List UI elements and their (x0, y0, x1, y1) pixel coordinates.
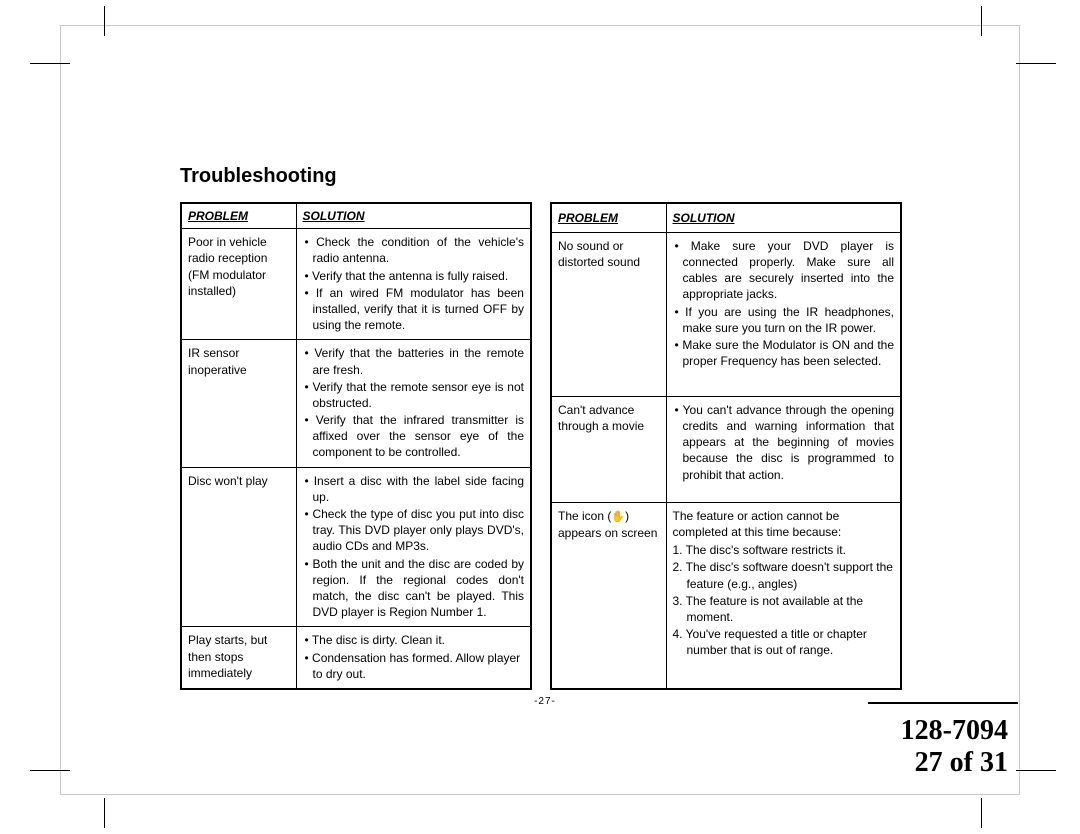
table-row: Poor in vehicle radio reception (FM modu… (181, 229, 531, 340)
footer-rule (868, 702, 1018, 704)
solution-item: Verify that the batteries in the remote … (303, 345, 525, 377)
problem-cell: Disc won't play (181, 467, 296, 627)
troubleshooting-table-left: PROBLEM SOLUTION Poor in vehicle radio r… (180, 202, 532, 690)
solution-item: 2. The disc's software doesn't support t… (673, 559, 895, 591)
solution-item: Make sure your DVD player is connected p… (673, 238, 895, 303)
hand-icon: ✋ (611, 511, 625, 523)
crop-mark (1016, 63, 1056, 64)
solution-item: If an wired FM modulator has been instal… (303, 285, 525, 334)
crop-mark (104, 798, 105, 828)
page-title: Troubleshooting (180, 165, 910, 188)
table-row: No sound or distorted sound Make sure yo… (551, 232, 901, 396)
solution-cell: The disc is dirty. Clean it. Condensatio… (296, 627, 531, 689)
table-row: The icon (✋) appears on screen The featu… (551, 502, 901, 688)
crop-mark (981, 798, 982, 828)
solution-cell: Make sure your DVD player is connected p… (666, 232, 901, 396)
small-page-number: -27- (180, 696, 910, 707)
solution-item: Verify that the infrared transmitter is … (303, 412, 525, 461)
doc-number: 128-7094 (901, 715, 1008, 747)
header-solution: SOLUTION (666, 203, 901, 232)
solution-item: 1. The disc's software restricts it. (673, 542, 895, 558)
solution-item: You can't advance through the opening cr… (673, 402, 895, 483)
solution-item: Insert a disc with the label side facing… (303, 473, 525, 505)
header-problem: PROBLEM (181, 203, 296, 229)
tables-wrap: PROBLEM SOLUTION Poor in vehicle radio r… (180, 202, 910, 690)
crop-mark (104, 6, 105, 36)
solution-item: Check the type of disc you put into disc… (303, 506, 525, 555)
crop-mark (30, 770, 70, 771)
solution-cell: You can't advance through the opening cr… (666, 396, 901, 502)
solution-cell: The feature or action cannot be complete… (666, 502, 901, 688)
solution-cell: Insert a disc with the label side facing… (296, 467, 531, 627)
solution-intro: The feature or action cannot be complete… (673, 508, 895, 540)
solution-item: Condensation has formed. Allow player to… (303, 650, 525, 682)
crop-mark (981, 6, 982, 36)
problem-cell: IR sensor inoperative (181, 340, 296, 467)
troubleshooting-table-right: PROBLEM SOLUTION No sound or distorted s… (550, 202, 902, 690)
icon-row-prefix: The icon ( (558, 509, 611, 523)
header-problem: PROBLEM (551, 203, 666, 232)
solution-cell: Verify that the batteries in the remote … (296, 340, 531, 467)
solution-item: Verify that the antenna is fully raised. (303, 268, 525, 284)
page-of: 27 of 31 (901, 747, 1008, 779)
solution-item: Make sure the Modulator is ON and the pr… (673, 337, 895, 369)
table-row: Play starts, but then stops immediately … (181, 627, 531, 689)
problem-cell: Play starts, but then stops immediately (181, 627, 296, 689)
solution-item: 4. You've requested a title or chapter n… (673, 626, 895, 658)
problem-cell: Poor in vehicle radio reception (FM modu… (181, 229, 296, 340)
problem-cell: No sound or distorted sound (551, 232, 666, 396)
solution-cell: Check the condition of the vehicle's rad… (296, 229, 531, 340)
footer-block: 128-7094 27 of 31 (901, 715, 1008, 779)
table-row: Can't advance through a movie You can't … (551, 396, 901, 502)
problem-cell: The icon (✋) appears on screen (551, 502, 666, 688)
table-row: Disc won't play Insert a disc with the l… (181, 467, 531, 627)
problem-cell: Can't advance through a movie (551, 396, 666, 502)
solution-item: Both the unit and the disc are coded by … (303, 556, 525, 621)
header-solution: SOLUTION (296, 203, 531, 229)
crop-mark (30, 63, 70, 64)
crop-mark (1016, 770, 1056, 771)
solution-item: If you are using the IR headphones, make… (673, 304, 895, 336)
content-area: Troubleshooting PROBLEM SOLUTION Poor in… (180, 165, 910, 707)
table-row: IR sensor inoperative Verify that the ba… (181, 340, 531, 467)
solution-item: Check the condition of the vehicle's rad… (303, 234, 525, 266)
solution-item: 3. The feature is not available at the m… (673, 593, 895, 625)
solution-item: The disc is dirty. Clean it. (303, 632, 525, 648)
solution-item: Verify that the remote sensor eye is not… (303, 379, 525, 411)
